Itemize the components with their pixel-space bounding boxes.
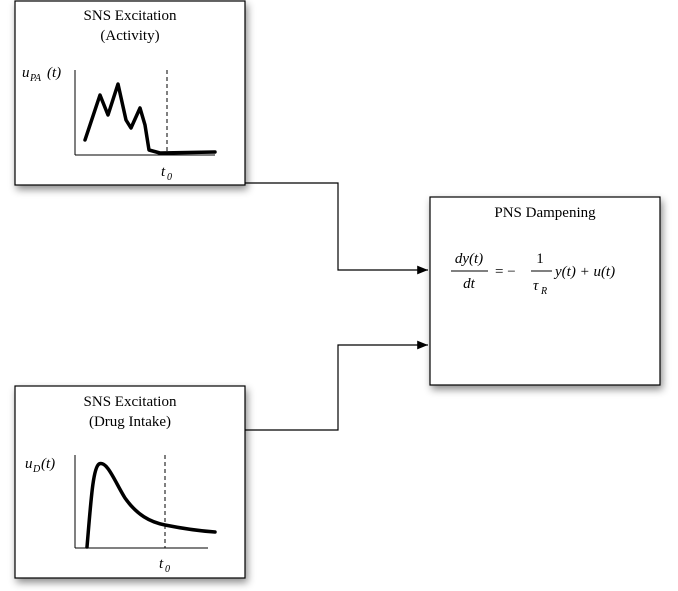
drug-box xyxy=(14,385,246,579)
box-title: SNS Excitation xyxy=(84,394,177,410)
eq-tau: τ xyxy=(533,278,539,294)
eq-one: 1 xyxy=(536,251,544,267)
eq-equals: = − xyxy=(495,264,516,280)
y-label-sub: PA xyxy=(29,73,42,84)
x-label-base: t xyxy=(161,164,166,180)
y-label-base: u xyxy=(25,456,33,472)
box-title: (Activity) xyxy=(100,28,159,44)
box-title: PNS Dampening xyxy=(494,205,596,221)
y-label-suffix: (t) xyxy=(41,456,55,472)
box-title: SNS Excitation xyxy=(84,8,177,24)
eq-rest: y(t) + u(t) xyxy=(553,264,615,280)
connector xyxy=(245,340,428,431)
x-label-base: t xyxy=(159,556,164,572)
activity-box xyxy=(14,0,246,186)
box-title: (Drug Intake) xyxy=(89,414,171,430)
y-label-suffix: (t) xyxy=(47,65,61,81)
connector xyxy=(245,182,428,275)
eq-numerator: dy(t) xyxy=(455,251,483,267)
eq-denominator: dt xyxy=(463,276,476,292)
y-label-base: u xyxy=(22,65,30,81)
x-label-sub: 0 xyxy=(167,172,172,183)
curve xyxy=(85,461,217,549)
x-label-sub: 0 xyxy=(165,564,170,575)
curve xyxy=(83,82,217,155)
y-label-sub: D xyxy=(32,464,41,475)
pns-box xyxy=(429,196,661,386)
eq-tau-sub: R xyxy=(540,286,547,297)
